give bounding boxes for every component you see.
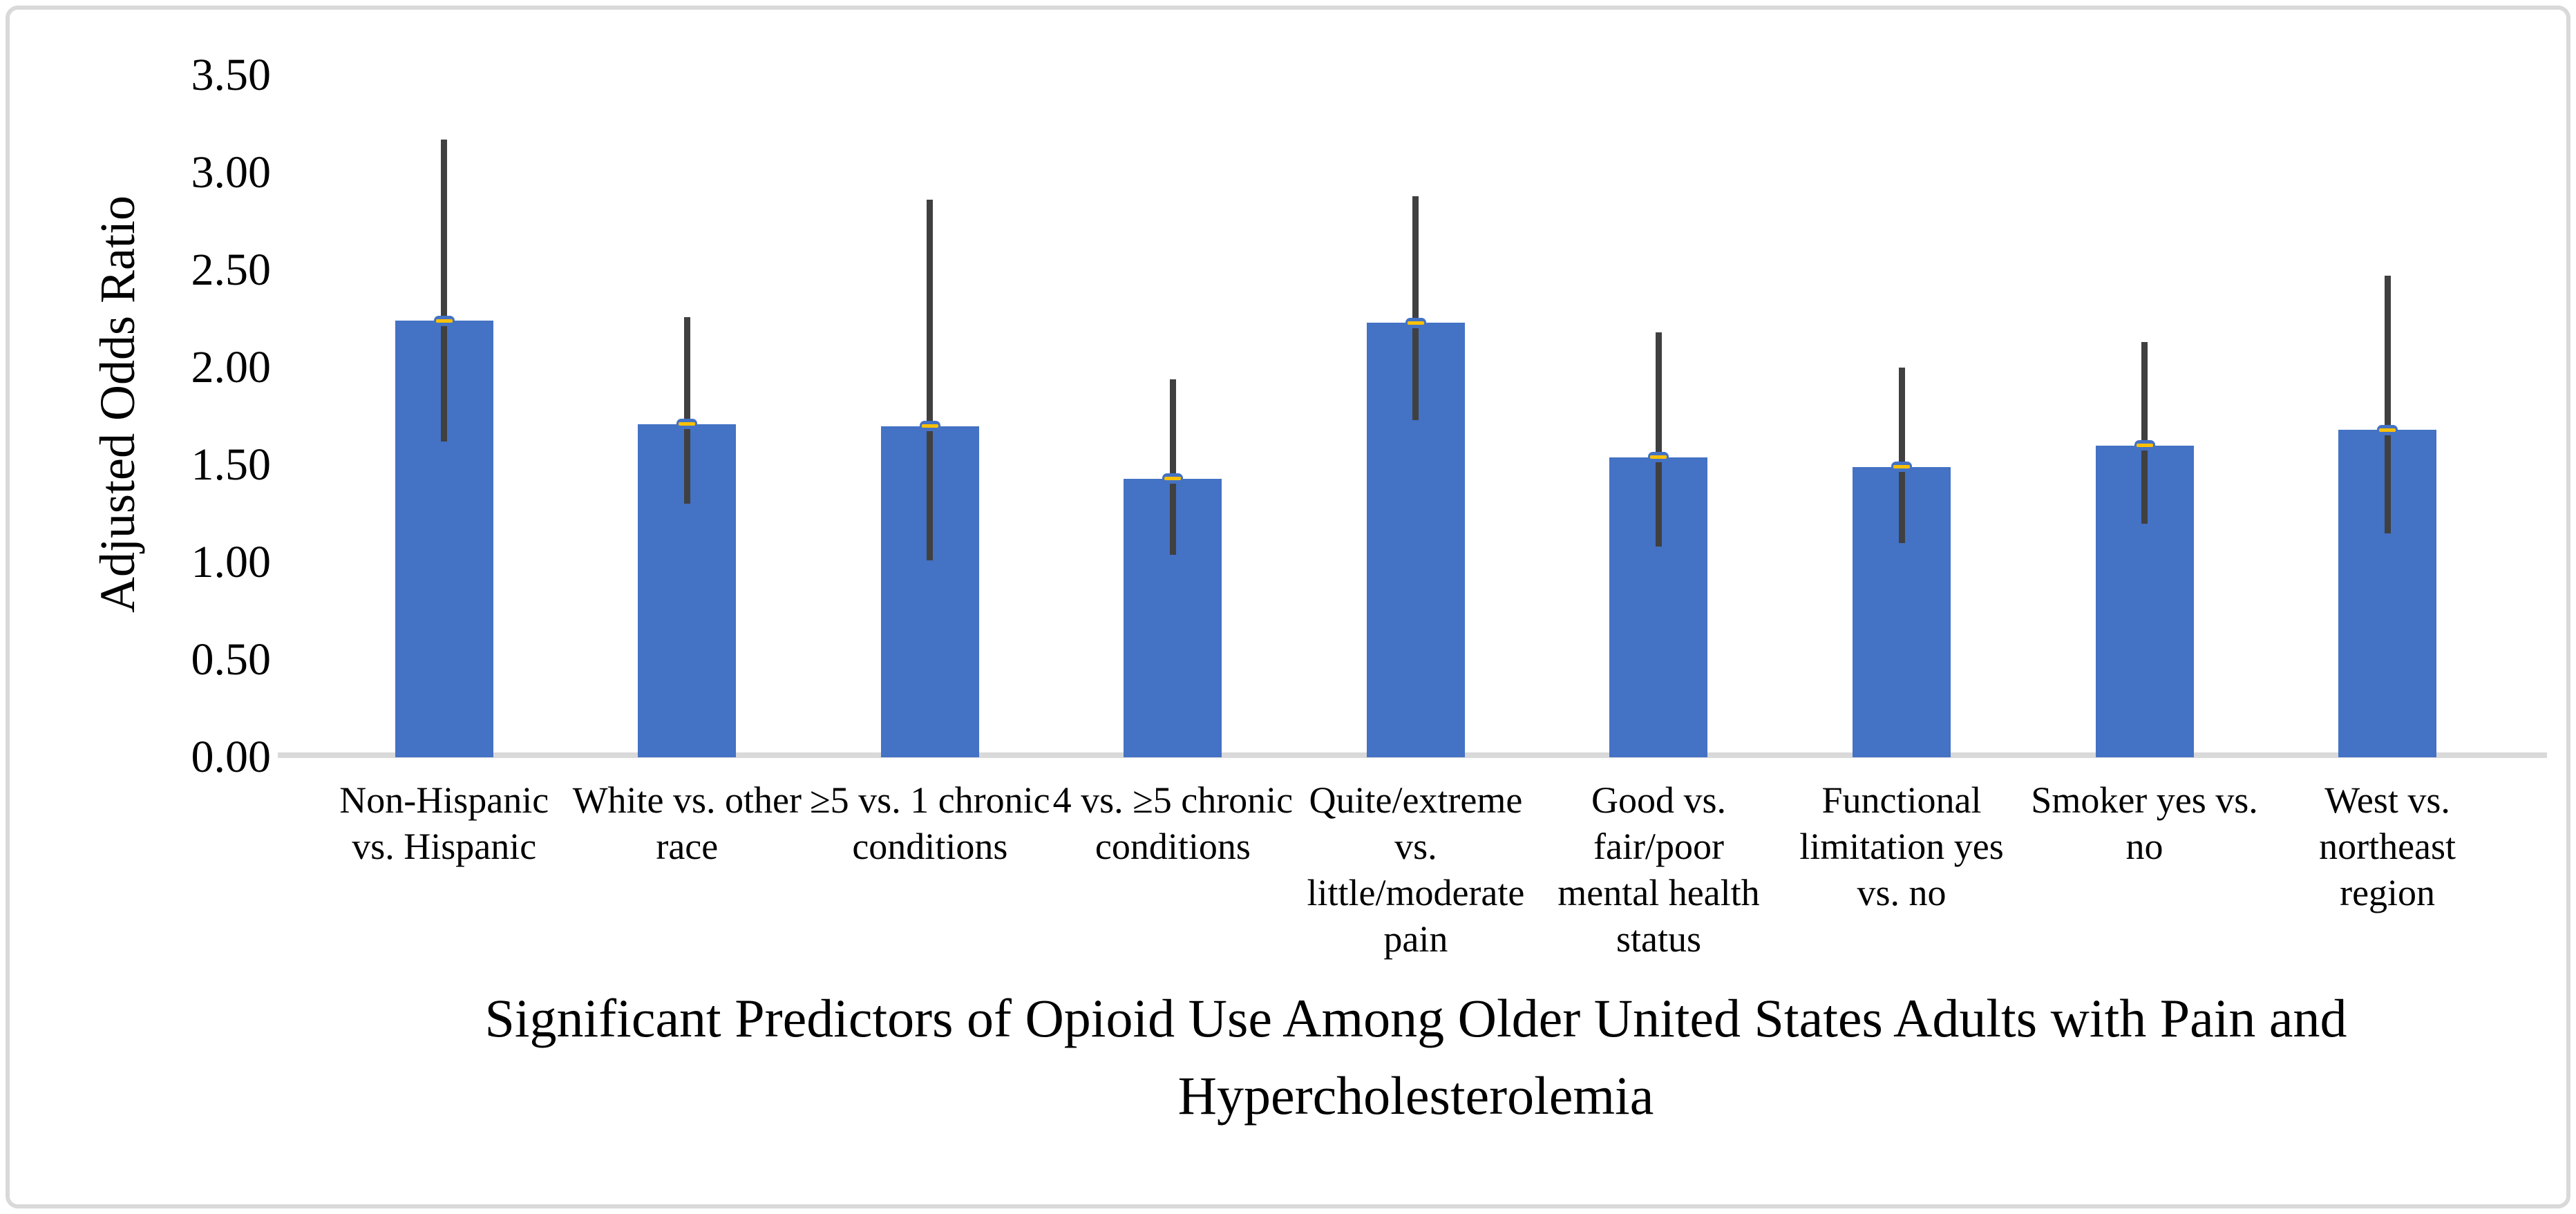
category-label: White vs. other race [549, 777, 825, 870]
error-bar [1412, 196, 1419, 421]
category-label-line: no [2125, 826, 2163, 867]
point-marker-dash [2379, 428, 2396, 432]
category-label-line: 4 vs. ≥5 chronic [1052, 779, 1294, 821]
error-bar [2141, 342, 2148, 524]
category-label: Good vs. fair/poor mental health status [1520, 777, 1797, 962]
category-label-line: little/moderate [1307, 872, 1525, 913]
category-label-line: vs. [1394, 826, 1437, 867]
chart-title: Significant Predictors of Opioid Use Amo… [323, 980, 2509, 1135]
category-label: 4 vs. ≥5 chronic conditions [1034, 777, 1311, 870]
y-axis-tick-label: 2.00 [191, 342, 272, 392]
category-label-line: conditions [852, 826, 1008, 867]
y-axis-tick-label: 0.50 [191, 634, 272, 685]
category-label-line: Quite/extreme [1309, 779, 1523, 821]
category-label-line: White vs. other [572, 779, 802, 821]
category-label-line: pain [1383, 918, 1448, 960]
category-label-line: Functional [1821, 779, 1982, 821]
error-bar [683, 316, 690, 504]
category-label-line: northeast [2319, 826, 2456, 867]
y-axis-tick-label: 3.50 [191, 50, 272, 100]
category-label-line: mental health [1557, 872, 1760, 913]
category-label-line: Good vs. [1591, 779, 1726, 821]
error-bar [2384, 276, 2391, 533]
category-label-line: ≥5 vs. 1 chronic [810, 779, 1050, 821]
category-label: Functional limitation yes vs. no [1763, 777, 2040, 916]
category-label: West vs. northeast region [2249, 777, 2526, 916]
category-label: Non-Hispanic vs. Hispanic [306, 777, 583, 870]
error-bar [1655, 332, 1662, 547]
chart-title-line-2: Hypercholesterolemia [1177, 1065, 1654, 1126]
point-marker-dash [1650, 455, 1667, 459]
point-marker-dash [1164, 477, 1182, 481]
category-label: Quite/extreme vs. little/moderate pain [1278, 777, 1554, 962]
category-label-line: vs. no [1857, 872, 1947, 913]
y-axis-title: Adjusted Odds Ratio [90, 196, 145, 613]
category-label-line: conditions [1095, 826, 1251, 867]
point-marker-dash [921, 424, 938, 428]
y-axis-tick-label: 3.00 [191, 147, 272, 198]
y-axis-tick-label: 1.50 [191, 439, 272, 490]
point-marker-dash [1893, 465, 1910, 469]
error-bar [927, 200, 934, 561]
error-bar [441, 140, 448, 442]
category-label-line: region [2340, 872, 2436, 913]
chart-title-line-1: Significant Predictors of Opioid Use Amo… [484, 988, 2347, 1048]
y-axis-tick-label: 1.00 [191, 537, 272, 587]
category-label-line: limitation yes [1799, 826, 2004, 867]
category-label-line: status [1616, 918, 1701, 960]
point-marker-dash [435, 319, 453, 323]
point-marker-dash [679, 422, 696, 426]
category-label-line: vs. Hispanic [352, 826, 537, 867]
error-bar [1898, 368, 1905, 543]
category-label-line: race [656, 826, 719, 867]
category-label-line: Smoker yes vs. [2031, 779, 2258, 821]
error-bar [1169, 379, 1176, 555]
y-axis-tick-label: 0.00 [191, 732, 272, 782]
category-label-line: West vs. [2324, 779, 2450, 821]
category-label-line: Non-Hispanic [339, 779, 549, 821]
category-label-line: fair/poor [1593, 826, 1724, 867]
point-marker-dash [2136, 444, 2153, 448]
category-label: Smoker yes vs. no [2007, 777, 2283, 870]
y-axis-tick-label: 2.50 [191, 245, 272, 295]
point-marker-dash [1407, 321, 1424, 325]
category-label: ≥5 vs. 1 chronic conditions [792, 777, 1068, 870]
